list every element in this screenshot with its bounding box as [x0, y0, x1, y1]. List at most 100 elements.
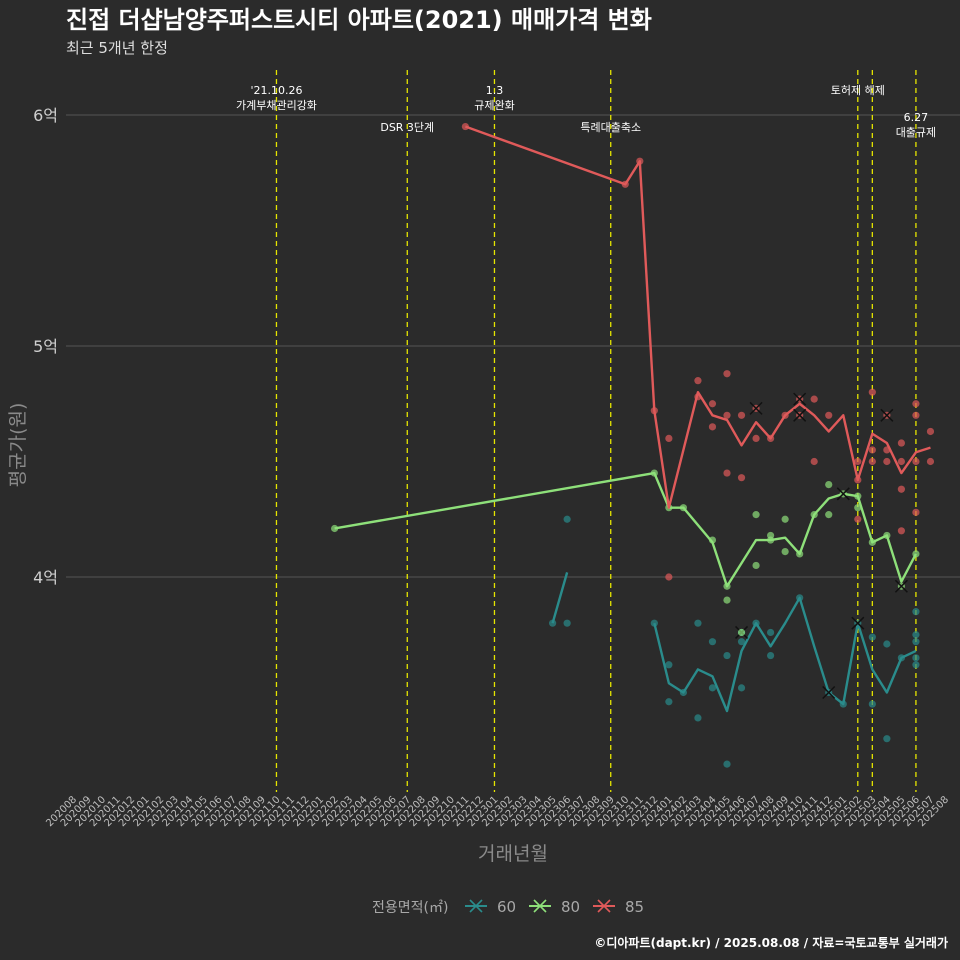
- legend-label: 60: [497, 898, 516, 916]
- data-point: [752, 511, 760, 519]
- chart-subtitle: 최근 5개년 한정: [66, 39, 168, 57]
- legend-item-80: 80: [529, 898, 580, 916]
- event-label: 1.3: [486, 84, 504, 97]
- data-point: [912, 608, 920, 616]
- cross-marker: [894, 579, 908, 593]
- data-point: [737, 638, 746, 646]
- series-85: [461, 122, 935, 581]
- legend-label: 85: [625, 898, 644, 916]
- y-tick-label: 4억: [33, 568, 58, 587]
- event-label: DSR 3단계: [380, 121, 434, 134]
- series-layer: [331, 122, 935, 768]
- series-line-85: [464, 125, 931, 509]
- data-point: [563, 619, 571, 627]
- event-label: 토허제 해제: [831, 83, 885, 97]
- series-60: [549, 515, 920, 768]
- data-point: [665, 661, 673, 669]
- data-point: [883, 735, 891, 743]
- data-point: [708, 423, 717, 431]
- chart-title: 진접 더샵남양주퍼스트시티 아파트(2021) 매매가격 변화: [66, 6, 652, 34]
- data-point: [825, 481, 833, 489]
- data-point: [563, 515, 571, 523]
- data-point: [767, 628, 775, 637]
- data-point: [854, 515, 862, 523]
- data-point: [665, 573, 673, 581]
- data-point: [868, 700, 876, 708]
- grid-lines: [66, 114, 960, 578]
- data-point: [694, 377, 702, 385]
- legend-item-60: 60: [465, 898, 516, 916]
- cross-stroke: [894, 579, 908, 593]
- data-point: [723, 469, 731, 477]
- y-axis-ticks: 4억 5억 6억: [33, 106, 58, 587]
- data-point: [883, 457, 891, 466]
- legend: 전용면적(㎡) 60 80 85: [372, 898, 644, 916]
- data-point: [912, 457, 920, 466]
- legend-item-85: 85: [593, 898, 644, 916]
- legend-cross: [533, 899, 547, 913]
- data-point: [737, 411, 746, 419]
- data-point: [854, 457, 862, 466]
- data-point: [723, 651, 731, 660]
- data-point: [912, 661, 920, 669]
- event-label: 가계부채관리강화: [236, 99, 317, 112]
- data-point: [781, 547, 789, 556]
- data-point: [912, 631, 920, 639]
- cross-marker: [793, 408, 807, 422]
- data-point: [708, 638, 717, 646]
- data-point: [708, 400, 717, 408]
- cross-marker: [822, 685, 836, 700]
- cross-stroke: [880, 408, 894, 422]
- legend-items: 60 80 85: [465, 898, 644, 916]
- data-point: [767, 531, 775, 540]
- series-line-60: [551, 572, 569, 624]
- data-point: [854, 504, 862, 512]
- x-axis-title: 거래년월: [478, 843, 548, 865]
- cross-stroke: [851, 616, 865, 630]
- cross-stroke: [749, 401, 763, 415]
- y-tick-label: 5억: [33, 337, 58, 356]
- data-point: [549, 619, 557, 627]
- cross-marker: [749, 401, 763, 415]
- source-caption: ©디아파트(dapt.kr) / 2025.08.08 / 자료=국토교통부 실…: [594, 935, 948, 950]
- series-line-80: [334, 471, 917, 588]
- event-label: 규제완화: [474, 99, 514, 112]
- cross-stroke: [793, 408, 807, 422]
- data-point: [868, 633, 876, 641]
- data-point: [926, 457, 935, 466]
- series-line-60: [653, 596, 917, 713]
- data-point: [897, 439, 906, 447]
- data-point: [912, 400, 920, 408]
- data-point: [752, 434, 760, 442]
- data-point: [723, 370, 731, 378]
- legend-title: 전용면적(㎡): [372, 900, 448, 916]
- cross-marker: [851, 616, 865, 630]
- data-point: [665, 434, 673, 442]
- cross-stroke: [836, 487, 850, 501]
- data-point: [825, 511, 833, 519]
- data-point: [912, 654, 920, 662]
- series-80: [331, 469, 920, 637]
- event-label: 특례대출축소: [580, 121, 641, 134]
- y-axis-title: 평균가(원): [7, 403, 29, 488]
- data-point: [912, 411, 920, 419]
- cross-marker: [836, 487, 850, 501]
- data-point: [825, 411, 833, 419]
- data-point: [868, 457, 876, 466]
- data-point: [752, 561, 760, 570]
- data-point: [723, 596, 731, 604]
- data-point: [708, 684, 717, 692]
- data-point: [897, 485, 906, 493]
- data-point: [912, 638, 920, 646]
- data-point: [781, 515, 789, 523]
- legend-label: 80: [561, 898, 580, 916]
- legend-cross: [469, 899, 483, 913]
- data-point: [737, 684, 746, 692]
- data-point: [694, 619, 702, 627]
- data-point: [694, 714, 702, 722]
- data-point: [897, 527, 906, 535]
- data-point: [897, 457, 906, 466]
